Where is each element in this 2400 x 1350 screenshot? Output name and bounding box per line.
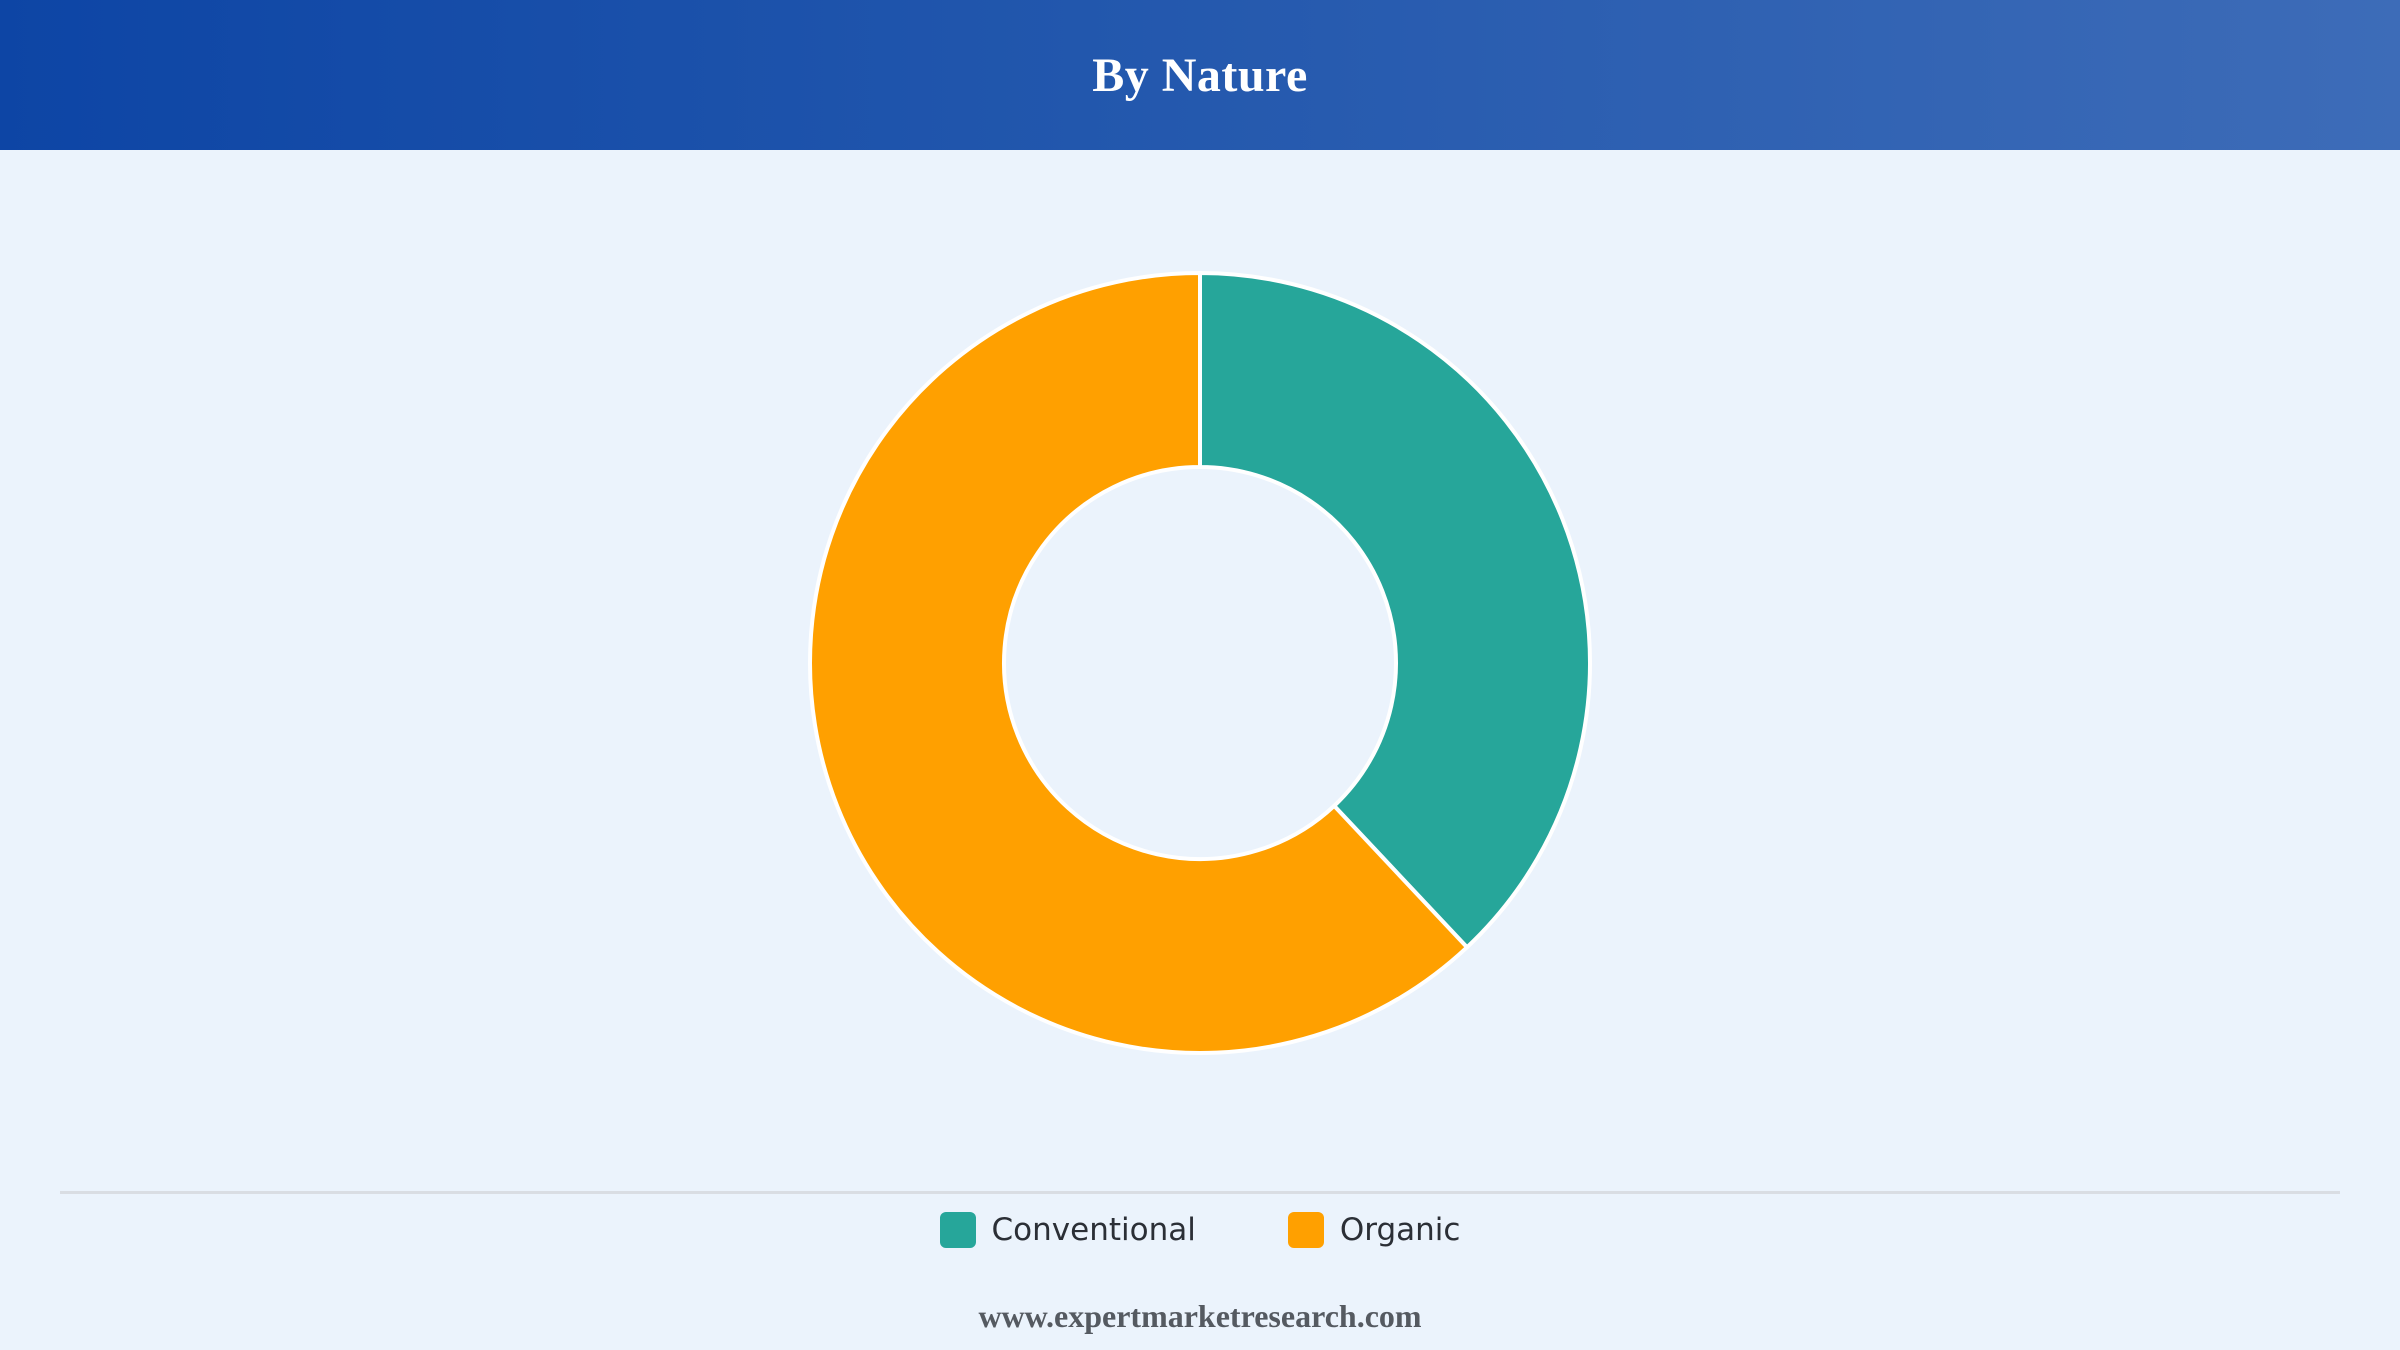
legend-swatch-organic bbox=[1287, 1212, 1324, 1248]
donut-slice-organic[interactable] bbox=[808, 271, 1469, 1055]
donut-slice-conventional[interactable] bbox=[1198, 271, 1592, 950]
legend-swatch-conventional bbox=[939, 1212, 976, 1248]
chart-title: By Nature bbox=[1092, 48, 1308, 102]
chart-legend: Conventional Organic bbox=[0, 1205, 2400, 1255]
legend-item-conventional[interactable]: Conventional bbox=[939, 1212, 1196, 1248]
legend-label-organic: Organic bbox=[1339, 1212, 1461, 1248]
legend-label-conventional: Conventional bbox=[991, 1212, 1196, 1248]
donut-chart bbox=[808, 271, 1592, 1055]
source-footer: www.expertmarketresearch.com bbox=[978, 1298, 1422, 1334]
legend-item-organic[interactable]: Organic bbox=[1287, 1212, 1461, 1248]
legend-divider bbox=[60, 1191, 2340, 1194]
header-banner: By Nature bbox=[0, 0, 2400, 150]
